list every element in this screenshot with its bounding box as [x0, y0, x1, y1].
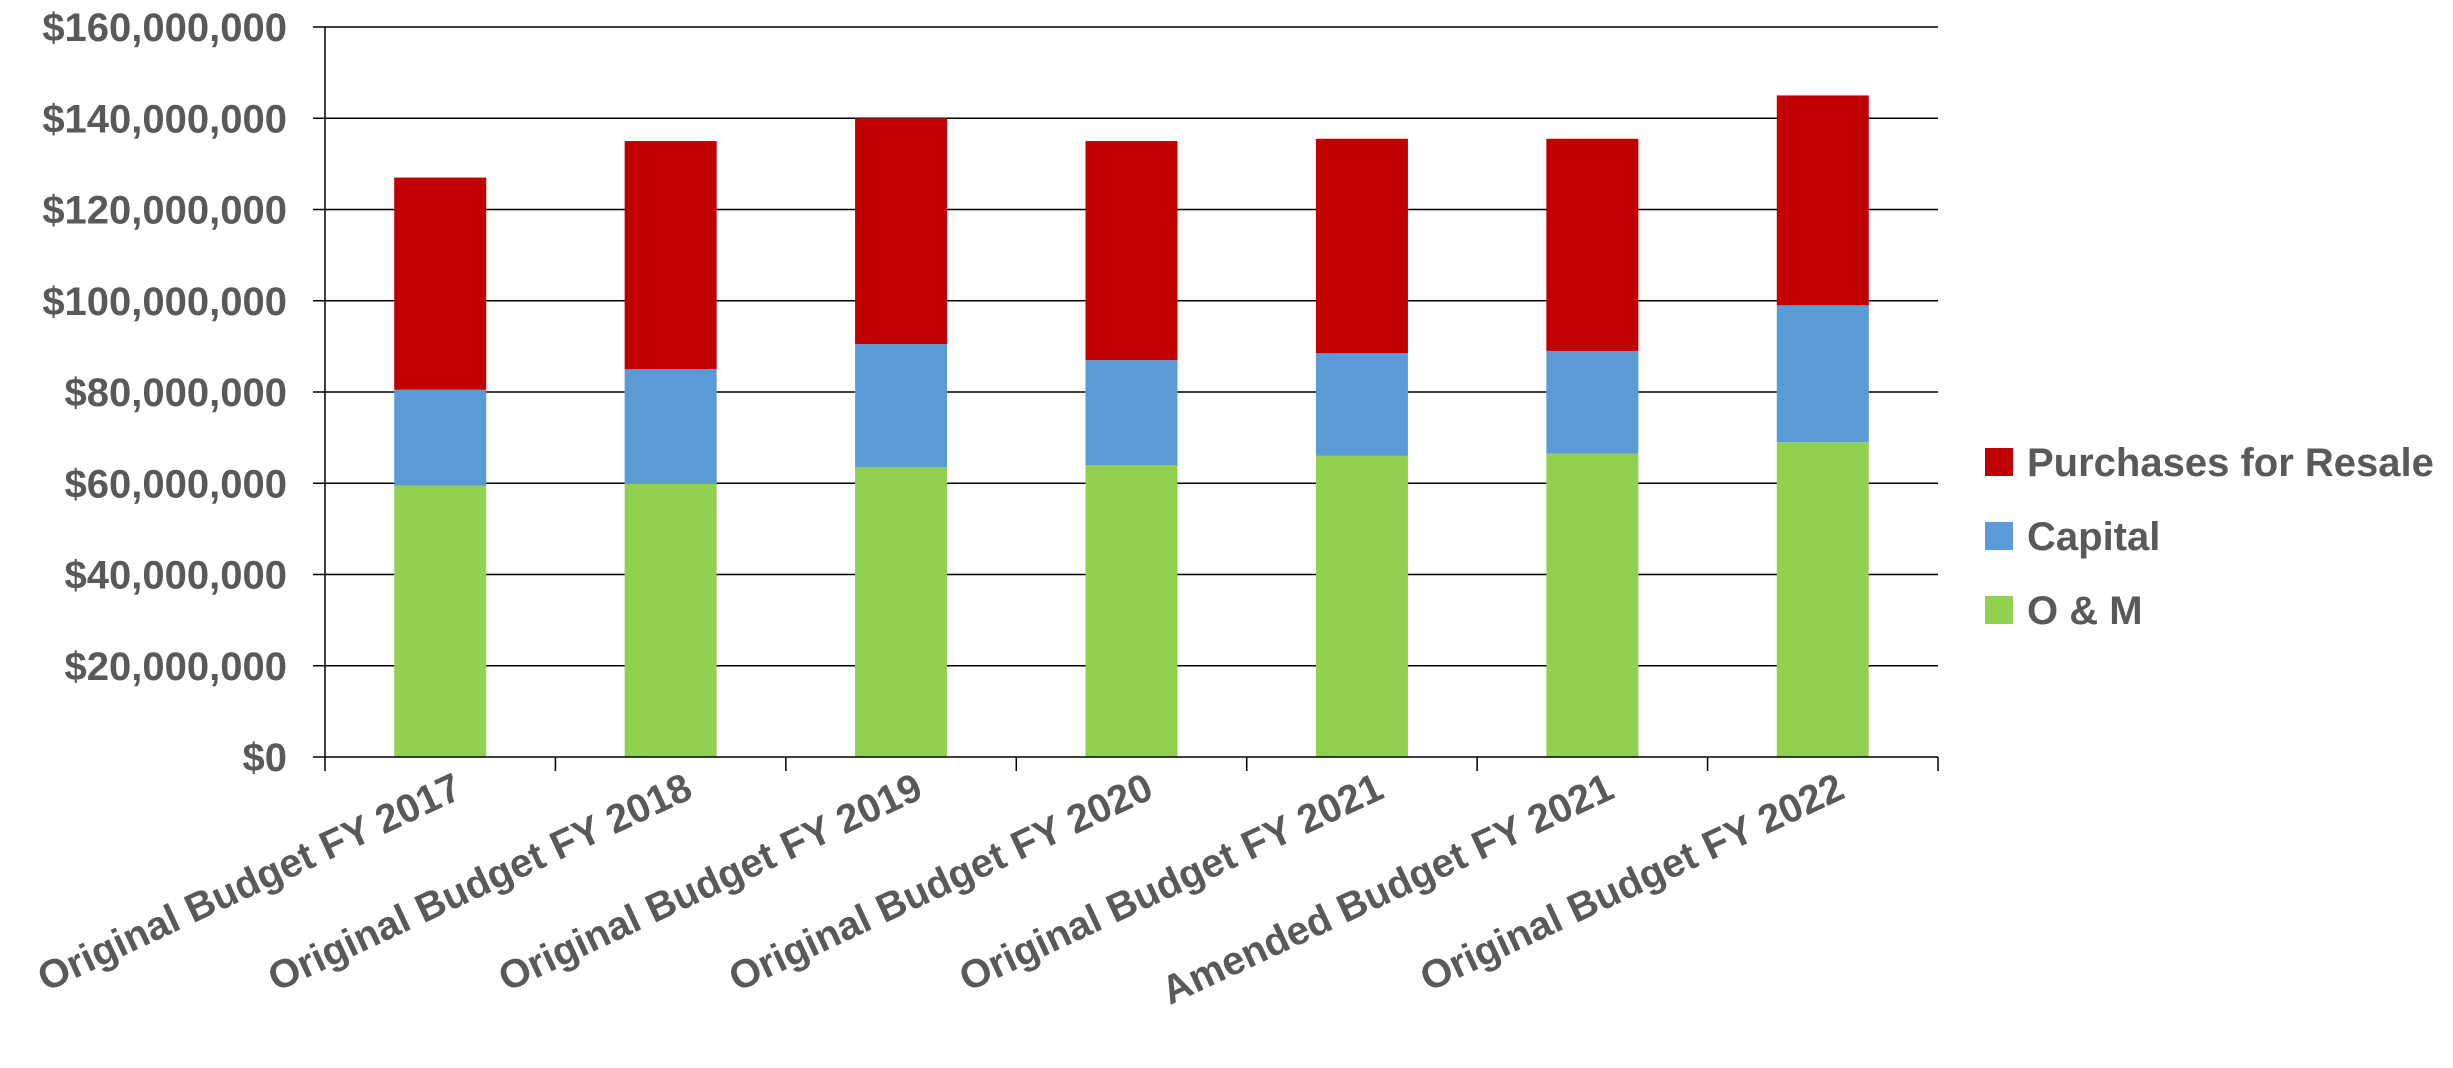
y-tick-label: $140,000,000 — [42, 97, 287, 141]
bar-segment-o-m — [1546, 453, 1639, 757]
bar-segment-o-m — [394, 485, 487, 757]
legend: Purchases for Resale Capital O & M — [1985, 441, 2434, 633]
bar-segment-purchases-for-resale — [855, 118, 948, 345]
x-tick-label: Original Budget FY 2018 — [261, 765, 698, 1000]
bar-segment-purchases-for-resale — [624, 141, 717, 370]
bars — [394, 95, 1869, 757]
bar-segment-purchases-for-resale — [1546, 138, 1639, 351]
bar-segment-o-m — [1085, 465, 1178, 757]
bar-segment-purchases-for-resale — [394, 177, 487, 390]
bar-segment-capital — [1776, 305, 1869, 443]
bar-segment-o-m — [624, 483, 717, 757]
y-tick-label: $160,000,000 — [42, 6, 287, 50]
y-tick-label: $100,000,000 — [42, 280, 287, 324]
x-tick-label: Original Budget FY 2020 — [722, 765, 1159, 1000]
bar-segment-purchases-for-resale — [1085, 141, 1178, 361]
bar-segment-o-m — [1315, 455, 1408, 757]
bar-segment-capital — [624, 369, 717, 484]
y-tick-label: $40,000,000 — [65, 554, 287, 598]
x-tick-label: Original Budget FY 2019 — [492, 765, 929, 1000]
bar-segment-purchases-for-resale — [1776, 95, 1869, 306]
legend-label: O & M — [2027, 589, 2143, 633]
axes — [324, 27, 1939, 771]
bar-segment-o-m — [1776, 442, 1869, 757]
bar-segment-capital — [1085, 360, 1178, 465]
bar-segment-o-m — [855, 467, 948, 757]
legend-label: Capital — [2027, 515, 2160, 559]
bar-segment-capital — [394, 389, 487, 486]
bar-segment-capital — [1546, 350, 1639, 454]
y-tick-label: $60,000,000 — [65, 462, 287, 506]
legend-swatch — [1985, 596, 2013, 624]
y-tick-label: $80,000,000 — [65, 371, 287, 415]
y-tick-label: $20,000,000 — [65, 645, 287, 689]
y-tick-label: $0 — [243, 736, 288, 780]
y-tick-label: $120,000,000 — [42, 189, 287, 233]
y-tick-labels: $0 $20,000,000 $40,000,000 $60,000,000 $80,0… — [42, 6, 287, 780]
bar-segment-capital — [855, 344, 948, 468]
bar-segment-capital — [1315, 353, 1408, 456]
legend-label: Purchases for Resale — [2027, 441, 2434, 485]
legend-swatch — [1985, 448, 2013, 476]
x-tick-label: Original Budget FY 2017 — [31, 765, 468, 1000]
bar-segment-purchases-for-resale — [1315, 138, 1408, 354]
x-tick-label: Original Budget FY 2022 — [1414, 765, 1851, 1000]
legend-swatch — [1985, 522, 2013, 550]
